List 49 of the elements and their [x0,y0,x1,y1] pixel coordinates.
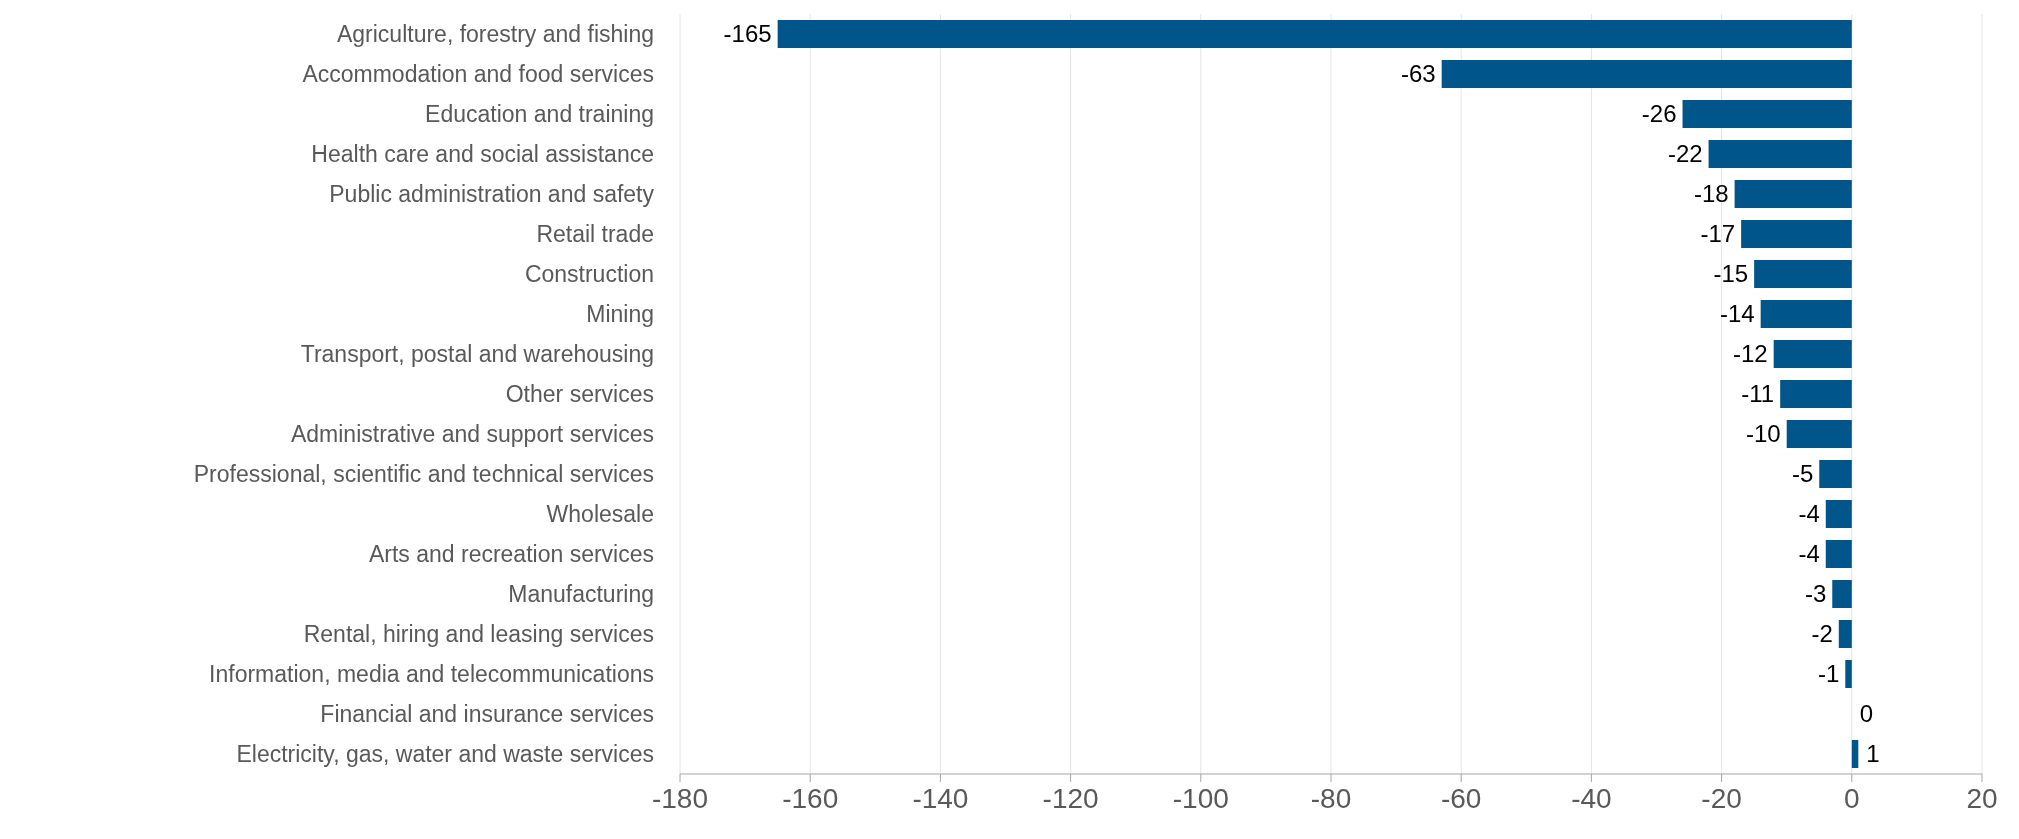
data-label: -10 [1746,420,1781,448]
data-label: -4 [1798,540,1820,568]
x-tick-label: -180 [651,782,709,814]
data-label: -18 [1693,180,1729,208]
data-label: -4 [1798,500,1820,528]
y-tick-label: Professional, scientific and technical services [193,461,654,488]
data-label: -3 [1804,580,1827,608]
y-tick-label: Education and training [425,101,654,128]
y-tick-label: Transport, postal and warehousing [300,341,654,368]
x-tick-label: -80 [1310,782,1352,814]
data-label: -63 [1400,60,1436,88]
data-label: -12 [1732,340,1768,368]
x-tick-label: -120 [1042,782,1099,814]
y-tick-label: Wholesale [546,501,654,528]
y-tick-label: Mining [586,301,654,328]
y-tick-label: Health care and social assistance [311,141,654,168]
data-label: -22 [1667,140,1703,168]
data-label: 0 [1859,700,1874,728]
y-tick-label: Manufacturing [508,581,654,608]
x-tick-label: -40 [1571,782,1612,814]
y-tick-label: Arts and recreation services [368,541,654,568]
y-tick-label: Public administration and safety [329,181,655,208]
data-label: -11 [1741,380,1775,408]
y-tick-label: Administrative and support services [290,421,654,448]
x-tick-label: -160 [782,782,839,814]
x-tick-label: -140 [912,782,969,814]
y-tick-label: Information, media and telecommunications [209,661,654,688]
y-tick-label: Electricity, gas, water and waste services [236,741,654,768]
y-tick-label: Construction [524,261,654,288]
data-label: -26 [1641,100,1677,128]
data-label: -17 [1700,220,1736,248]
x-tick-label: -100 [1172,782,1229,814]
y-tick-label: Accommodation and food services [302,61,654,88]
x-tick-label: -60 [1440,782,1482,814]
data-label: -5 [1791,460,1814,488]
y-tick-label: Retail trade [536,221,654,248]
y-tick-label: Rental, hiring and leasing services [303,621,654,648]
x-tick-label: 20 [1966,782,1998,814]
data-label: -2 [1811,620,1833,648]
data-label: -14 [1719,300,1755,328]
data-label: -15 [1713,260,1749,288]
data-label: 1 [1866,740,1880,768]
data-label: -1 [1817,660,1840,688]
y-tick-label: Agriculture, forestry and fishing [336,21,654,48]
x-tick-label: -20 [1701,782,1742,814]
data-label: -165 [723,20,772,48]
x-tick-label: 0 [1844,782,1860,814]
y-tick-label: Financial and insurance services [320,701,654,728]
y-tick-label: Other services [505,381,654,408]
